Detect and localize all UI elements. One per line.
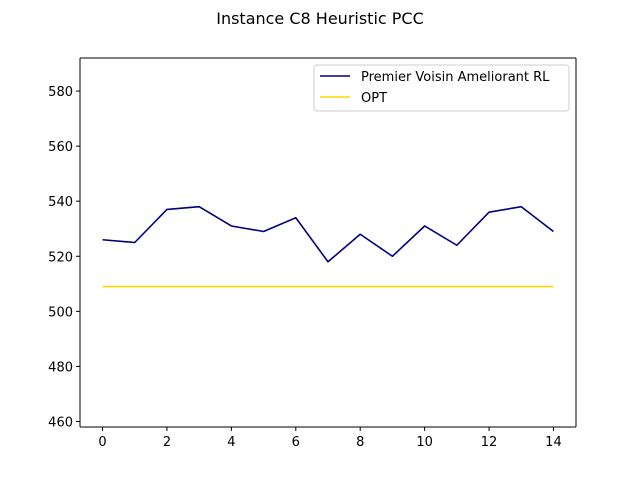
- x-tick-label: 14: [545, 435, 562, 450]
- x-tick-label: 10: [416, 435, 433, 450]
- x-tick-label: 0: [98, 435, 106, 450]
- y-tick-label: 560: [48, 140, 73, 155]
- y-tick-label: 500: [48, 305, 73, 320]
- plot-area: [79, 57, 577, 428]
- axes-background: [80, 58, 576, 427]
- x-tick-label: 6: [292, 435, 300, 450]
- x-tick-label: 4: [227, 435, 235, 450]
- y-tick-label: 460: [48, 415, 73, 430]
- series-layer: [102, 205, 554, 288]
- y-tick-label: 580: [48, 85, 73, 100]
- legend: Premier Voisin Ameliorant RL OPT: [313, 64, 570, 112]
- y-tick-label: 520: [48, 250, 73, 265]
- legend-box: [313, 64, 570, 112]
- legend-label-opt: OPT: [361, 91, 387, 106]
- legend-label-premier-voisin: Premier Voisin Ameliorant RL: [361, 70, 550, 85]
- y-axis: 460 480 500 520 540 560 580: [48, 85, 80, 430]
- x-tick-label: 12: [481, 435, 498, 450]
- chart-title: Instance C8 Heuristic PCC: [216, 9, 424, 28]
- y-tick-label: 480: [48, 360, 73, 375]
- x-tick-label: 2: [163, 435, 171, 450]
- x-tick-label: 8: [356, 435, 364, 450]
- x-axis: 0 2 4 6 8 10 12 14: [98, 427, 562, 450]
- y-tick-label: 540: [48, 195, 73, 210]
